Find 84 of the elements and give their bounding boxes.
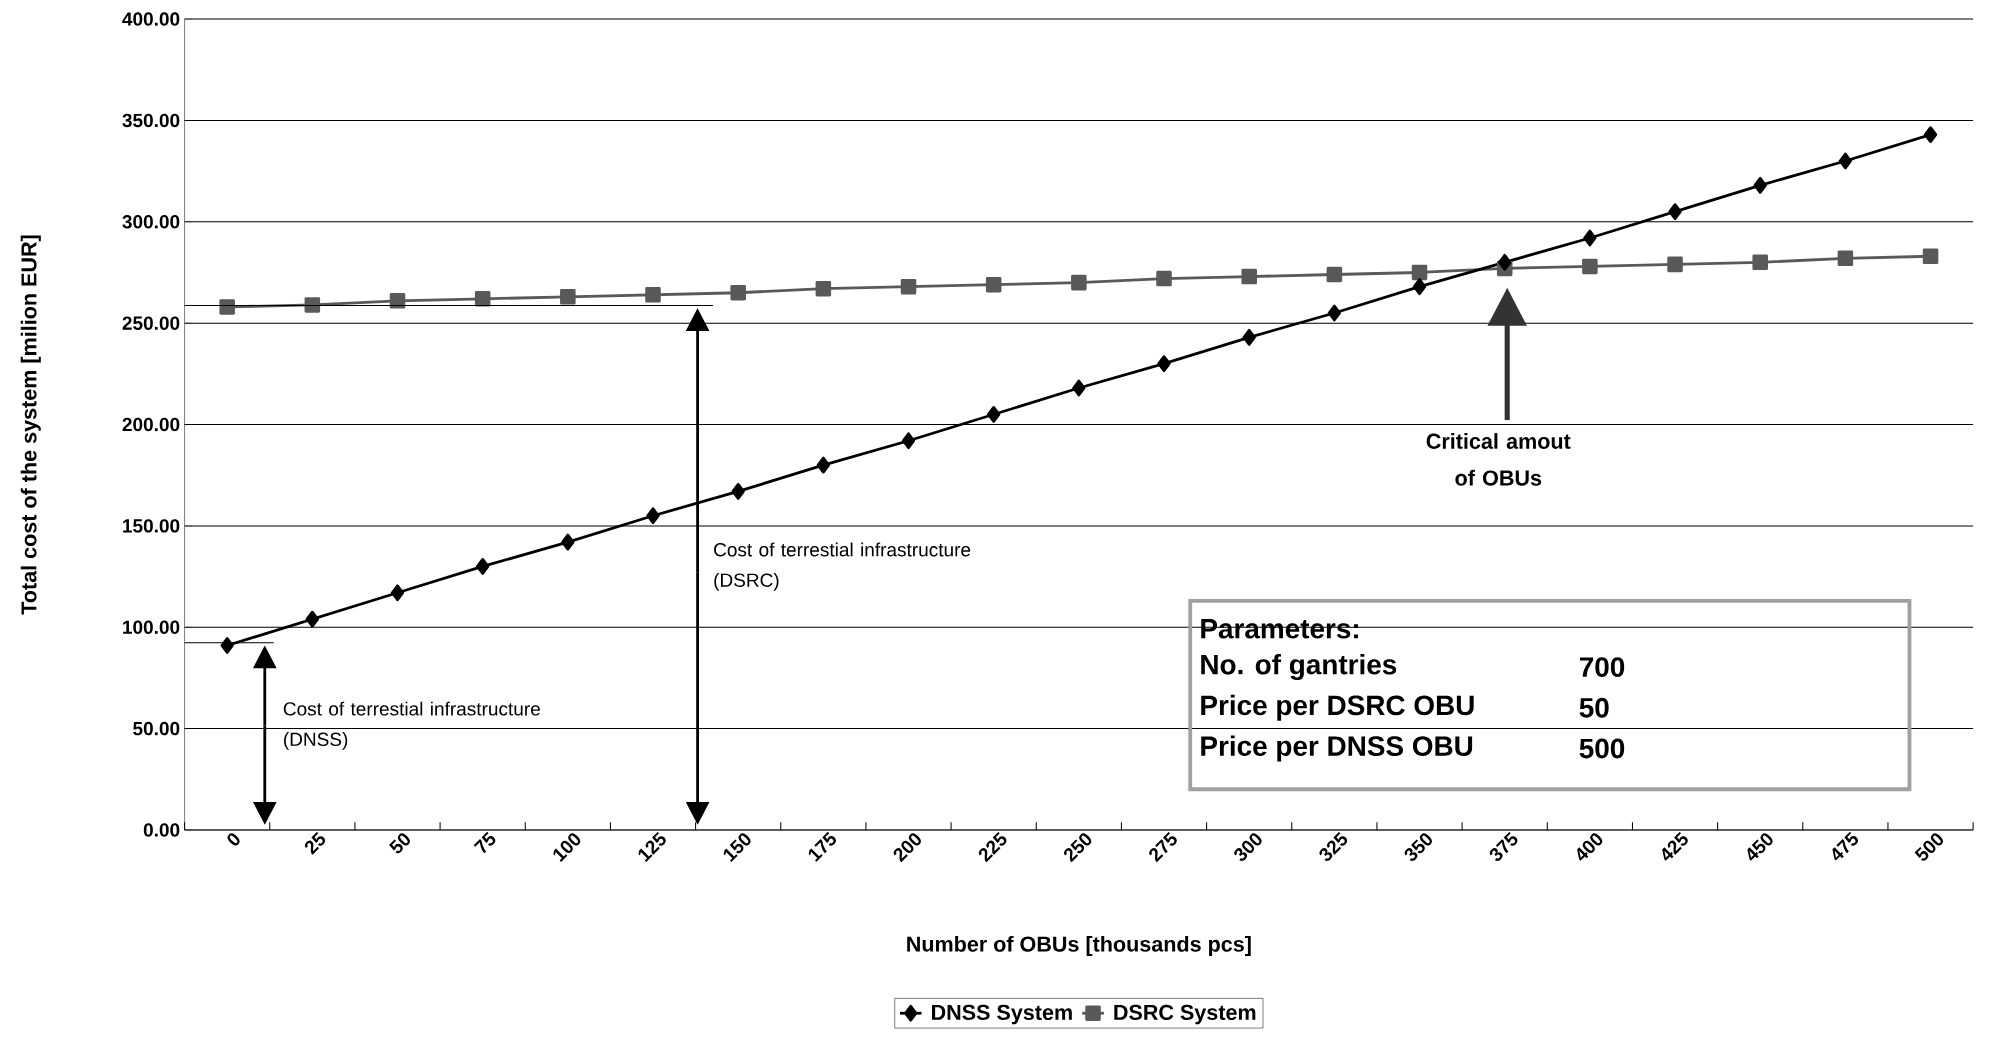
y-tick-label: 300.00 bbox=[122, 215, 180, 229]
y-tick-label: 100.00 bbox=[123, 620, 180, 635]
point bbox=[1667, 256, 1683, 273]
point bbox=[1923, 126, 1938, 144]
point bbox=[474, 291, 491, 307]
x-tick-label: 450 bbox=[1747, 833, 1773, 861]
x-tick-label: 325 bbox=[1319, 832, 1348, 862]
point bbox=[389, 293, 406, 309]
point bbox=[1072, 379, 1086, 397]
point bbox=[1838, 152, 1853, 170]
y-tick-label: 400.00 bbox=[122, 12, 180, 26]
point bbox=[1498, 254, 1512, 271]
annotation: No. of gantries bbox=[1201, 654, 1397, 681]
point bbox=[1668, 203, 1682, 221]
point bbox=[560, 289, 576, 305]
x-tick-label: 425 bbox=[1662, 832, 1688, 861]
x-tick-label: 350 bbox=[1404, 833, 1432, 862]
point bbox=[1922, 248, 1939, 265]
point bbox=[1326, 266, 1343, 283]
point bbox=[901, 432, 916, 450]
point bbox=[561, 533, 575, 551]
point bbox=[1583, 229, 1597, 247]
legend-label: DSRC System bbox=[1114, 1004, 1256, 1025]
point bbox=[1156, 270, 1172, 287]
point bbox=[816, 456, 830, 474]
point bbox=[390, 584, 405, 602]
point bbox=[645, 287, 661, 303]
point bbox=[900, 279, 917, 295]
x-tick-label: 475 bbox=[1832, 831, 1858, 861]
point bbox=[1753, 177, 1767, 194]
annotation: Price per DSRC OBU bbox=[1201, 694, 1474, 721]
legend-label: DNSS System bbox=[932, 1004, 1072, 1025]
point bbox=[219, 299, 235, 315]
x-axis-title: Number of OBUs [thousands pcs] bbox=[907, 936, 1251, 957]
point bbox=[1071, 274, 1087, 291]
annotation: Critical amout of OBUs bbox=[1426, 433, 1571, 486]
y-axis-title: Total cost of the system [milion EUR] bbox=[20, 235, 41, 615]
point bbox=[1242, 329, 1256, 346]
y-tick-label: 250.00 bbox=[122, 316, 180, 331]
point bbox=[985, 277, 1002, 293]
y-tick-label: 50.00 bbox=[133, 721, 180, 736]
point bbox=[1157, 355, 1171, 373]
x-tick-label: 25 bbox=[304, 832, 326, 855]
x-tick-label: 225 bbox=[978, 832, 1007, 863]
y-tick-label: 0.00 bbox=[143, 823, 180, 837]
x-tick-label: 150 bbox=[723, 833, 751, 863]
point bbox=[1411, 264, 1428, 281]
annotation: Price per DNSS OBU bbox=[1201, 735, 1473, 762]
x-tick-label: 275 bbox=[1149, 832, 1177, 863]
y-tick-label: 200.00 bbox=[122, 417, 180, 432]
x-tick-label: 175 bbox=[808, 831, 836, 862]
x-tick-label: 375 bbox=[1489, 832, 1518, 862]
x-tick-label: 50 bbox=[389, 833, 410, 854]
annotation: 500 bbox=[1579, 738, 1625, 759]
point bbox=[1837, 250, 1854, 267]
point bbox=[1412, 278, 1427, 296]
point bbox=[305, 610, 319, 628]
y-tick-label: 150.00 bbox=[123, 519, 180, 533]
x-tick-label: 300 bbox=[1234, 833, 1262, 862]
x-tick-label: 500 bbox=[1914, 833, 1943, 861]
point bbox=[1752, 254, 1768, 271]
annotation: Cost of terrestial infrastructure (DSRC) bbox=[714, 542, 971, 591]
x-tick-label: 400 bbox=[1577, 833, 1603, 861]
y-tick-label: 350.00 bbox=[122, 113, 180, 128]
annotation: 700 bbox=[1579, 657, 1625, 678]
point bbox=[304, 297, 321, 313]
point bbox=[730, 285, 746, 301]
point bbox=[1241, 268, 1257, 285]
annotation: 50 bbox=[1579, 698, 1609, 718]
x-tick-label: 125 bbox=[638, 832, 666, 863]
x-tick-label: 250 bbox=[1063, 833, 1092, 863]
point bbox=[646, 507, 660, 525]
x-tick-label: 100 bbox=[553, 833, 581, 863]
x-tick-label: 200 bbox=[893, 833, 921, 863]
point bbox=[220, 637, 234, 655]
point bbox=[1582, 258, 1598, 275]
point bbox=[987, 406, 1001, 423]
annotation: Cost of terrestial infrastructure (DNSS) bbox=[283, 701, 540, 750]
x-tick-label: 0 bbox=[227, 833, 240, 846]
point bbox=[815, 281, 832, 297]
point bbox=[1327, 304, 1342, 322]
point bbox=[731, 483, 745, 500]
point bbox=[476, 558, 490, 575]
x-tick-label: 75 bbox=[473, 831, 496, 854]
